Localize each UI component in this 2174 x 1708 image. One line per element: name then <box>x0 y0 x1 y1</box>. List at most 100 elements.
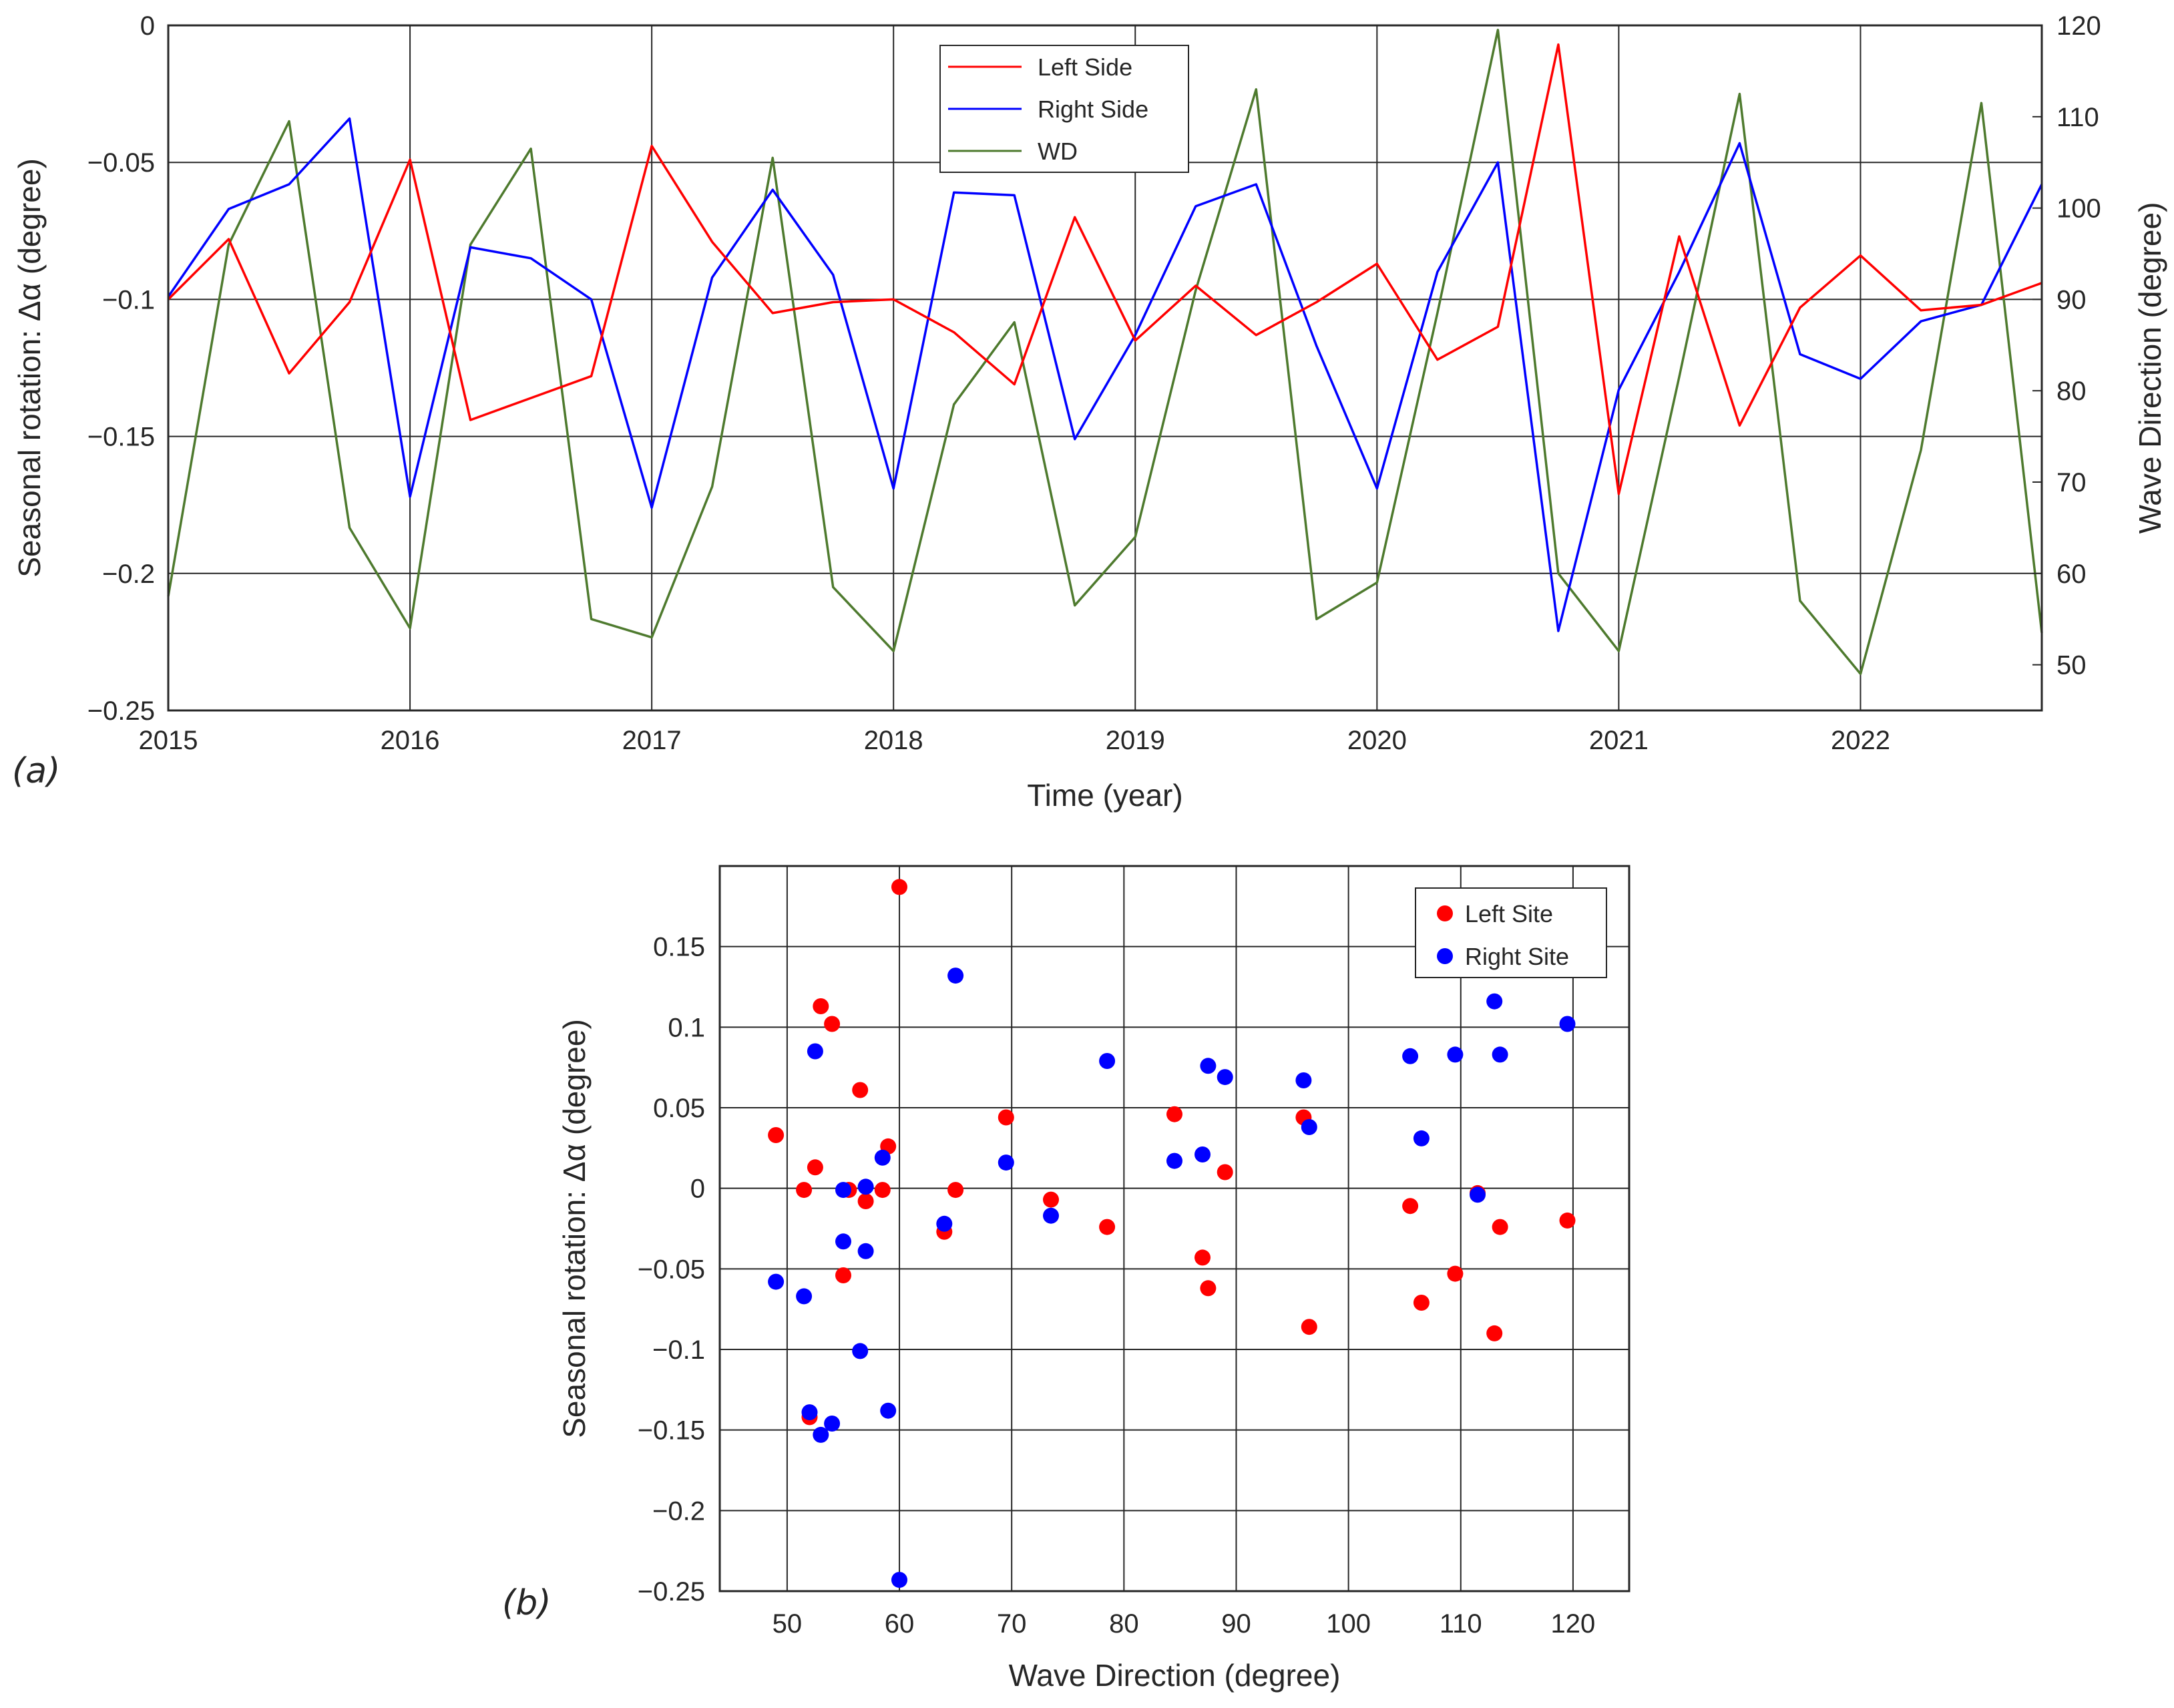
chart-b-legend: Left Site Right Site <box>1415 887 1607 978</box>
left-site-point <box>1486 1325 1503 1341</box>
right-site-point <box>857 1243 874 1259</box>
chart-b-y-tick-label: −0.05 <box>638 1255 705 1284</box>
right-site-point <box>874 1149 891 1166</box>
right-site-point <box>835 1182 851 1199</box>
right-site-point <box>796 1288 813 1305</box>
chart-b-plot-area <box>718 865 1630 1592</box>
legend-wd-label: WD <box>1038 138 1078 165</box>
chart-a-y2-tick-label: 80 <box>2056 377 2087 406</box>
left-site-point <box>807 1159 823 1176</box>
right-site-point <box>1217 1069 1233 1086</box>
right-site-point <box>1413 1130 1430 1146</box>
right-site-point <box>768 1273 785 1290</box>
chart-a-y-tick-label: −0.05 <box>87 148 155 178</box>
left-site-point <box>1217 1164 1233 1181</box>
chart-b-y-tick-label: 0.15 <box>653 933 705 962</box>
legend-right-side-label: Right Side <box>1038 95 1148 123</box>
chart-b-x-tick-label: 110 <box>1440 1609 1482 1639</box>
left-site-point <box>813 998 829 1014</box>
left-site-point <box>998 1109 1014 1126</box>
legend-left-site-marker <box>1437 905 1453 921</box>
left-site-point <box>1099 1219 1116 1235</box>
chart-a-x-axis-label: Time (year) <box>1027 778 1182 813</box>
chart-b-tick-labels: 50 60 70 80 90 100 110 120 −0.25 −0.2 −0.15 −0.1 −0.… <box>638 933 1596 1639</box>
right-site-point <box>1559 1016 1576 1032</box>
left-site-point <box>768 1127 785 1143</box>
right-site-point <box>1194 1146 1211 1162</box>
right-site-point <box>880 1402 897 1419</box>
chart-a-tick-labels: 2015 2016 2017 2018 2019 2020 2021 2022 −0.25 −0.… <box>87 11 2101 755</box>
chart-b-x-tick-label: 70 <box>997 1609 1027 1639</box>
right-site-point <box>1447 1046 1464 1063</box>
right-site-point <box>835 1233 851 1250</box>
chart-a-y2-tick-label: 60 <box>2056 560 2087 589</box>
chart-b-y-tick-label: −0.1 <box>652 1335 705 1365</box>
right-site-point <box>1200 1058 1217 1074</box>
chart-b-x-tick-label: 50 <box>773 1609 803 1639</box>
chart-a-y-tick-label: −0.2 <box>102 560 155 589</box>
chart-b-y-tick-label: −0.25 <box>638 1577 705 1607</box>
chart-a-x-tick-label: 2017 <box>622 726 682 755</box>
chart-b-x-tick-label: 120 <box>1551 1609 1596 1639</box>
chart-a-x-tick-label: 2020 <box>1347 726 1407 755</box>
chart-b-panel-label: (b) <box>502 1583 552 1623</box>
left-site-point <box>1447 1265 1464 1282</box>
right-site-point <box>807 1043 823 1060</box>
left-site-point <box>1166 1106 1182 1122</box>
chart-a-y2-tick-label: 110 <box>2056 103 2099 132</box>
left-site-point <box>947 1182 964 1199</box>
chart-b-grid <box>720 866 1629 1592</box>
right-site-point <box>857 1179 874 1195</box>
chart-b: 50 60 70 80 90 100 110 120 −0.25 −0.2 −0.15 −0.1 −0.… <box>502 865 1630 1693</box>
left-site-point <box>835 1267 851 1283</box>
legend-right-site-marker <box>1437 948 1453 964</box>
chart-a-y2-tick-label: 100 <box>2056 194 2101 224</box>
right-site-point <box>891 1572 907 1588</box>
chart-b-y-tick-label: 0.05 <box>653 1094 705 1123</box>
right-site-point <box>1043 1207 1059 1224</box>
series-left-side-line <box>167 43 2042 495</box>
right-site-point <box>1166 1152 1182 1169</box>
chart-a-y2-tick-label: 70 <box>2056 468 2087 497</box>
right-site-point <box>813 1426 829 1443</box>
chart-a-x-tick-label: 2019 <box>1106 726 1165 755</box>
chart-a-x-tick-label: 2018 <box>864 726 923 755</box>
right-site-point <box>1470 1187 1486 1203</box>
right-site-point <box>1492 1046 1508 1063</box>
left-site-point <box>1402 1198 1419 1215</box>
series-wd-line <box>167 29 2043 676</box>
right-site-point <box>824 1416 841 1432</box>
chart-b-y-tick-label: −0.2 <box>652 1496 705 1526</box>
chart-a-x-tick-label: 2022 <box>1831 726 1890 755</box>
right-site-point <box>947 968 964 984</box>
left-site-point <box>1200 1280 1217 1297</box>
chart-a: 2015 2016 2017 2018 2019 2020 2021 2022 −0.25 −0.… <box>12 11 2167 813</box>
chart-b-y-axis-label: Seasonal rotation: Δα (degree) <box>557 1019 592 1438</box>
chart-a-x-tick-label: 2015 <box>139 726 198 755</box>
right-site-point <box>852 1343 869 1359</box>
chart-a-y-tick-label: −0.15 <box>87 423 155 452</box>
right-site-point <box>1402 1048 1419 1064</box>
chart-b-x-tick-label: 80 <box>1109 1609 1139 1639</box>
legend-left-site-label: Left Site <box>1465 900 1553 927</box>
left-site-point <box>1301 1319 1317 1335</box>
chart-a-y-axis-label: Seasonal rotation: Δα (degree) <box>12 158 47 578</box>
left-site-point <box>874 1182 891 1199</box>
series-right-side-line <box>167 117 2043 632</box>
right-site-point <box>998 1154 1014 1171</box>
chart-b-y-tick-label: −0.15 <box>638 1416 705 1446</box>
chart-a-series <box>167 29 2043 676</box>
right-site-point <box>1486 993 1503 1010</box>
chart-a-plot-area <box>167 24 2043 712</box>
chart-b-x-axis-label: Wave Direction (degree) <box>1009 1658 1341 1693</box>
left-site-point <box>1559 1212 1576 1229</box>
chart-a-y-tick-label: 0 <box>140 11 155 41</box>
right-site-point <box>936 1215 953 1232</box>
chart-b-series <box>768 879 1576 1588</box>
right-site-point <box>801 1404 818 1421</box>
chart-b-y-tick-label: 0 <box>690 1175 705 1204</box>
chart-a-y2-tick-label: 120 <box>2056 11 2101 41</box>
left-site-point <box>796 1182 813 1199</box>
right-site-point <box>1295 1072 1312 1088</box>
